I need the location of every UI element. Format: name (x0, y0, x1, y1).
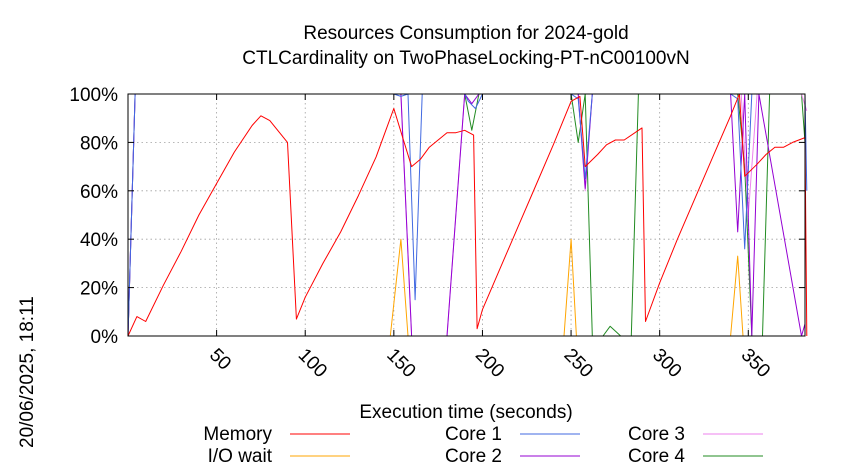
x-tick-label: 50 (205, 345, 235, 375)
y-axis-ticks: 0% 20% 40% 60% 80% 100% (69, 85, 805, 348)
legend-label-core-2: Core 2 (445, 446, 502, 467)
series-line-core-3 (127, 93, 808, 337)
plot-frame (127, 93, 806, 337)
legend-label-memory: Memory (203, 424, 272, 445)
x-tick-label: 300 (648, 345, 685, 382)
grid-lines (128, 94, 805, 336)
y-tick-label: 40% (80, 230, 118, 251)
y-tick-label: 60% (80, 182, 118, 203)
legend-label-core-3: Core 3 (628, 424, 685, 445)
x-axis-label: Execution time (seconds) (359, 402, 572, 423)
y-tick-label: 0% (91, 327, 119, 348)
x-tick-label: 350 (737, 345, 774, 382)
y-tick-label: 20% (80, 279, 118, 300)
x-axis-ticks: 50 100 150 200 250 300 350 (205, 94, 774, 382)
chart-title: Resources Consumption for 2024-gold (303, 23, 628, 44)
x-tick-label: 250 (560, 345, 597, 382)
series-line-core-2 (127, 93, 806, 337)
y-tick-label: 100% (69, 85, 118, 106)
series-line-i-o-wait (389, 238, 744, 337)
x-tick-label: 150 (382, 345, 419, 382)
y-tick-label: 80% (80, 133, 118, 154)
legend-label-i-o-wait: I/O wait (208, 446, 273, 467)
timestamp-label: 20/06/2025, 18:11 (17, 296, 38, 448)
series-line-core-4 (127, 93, 806, 337)
x-tick-label: 100 (294, 345, 331, 382)
series-line-memory (127, 93, 808, 337)
chart-subtitle: CTLCardinality on TwoPhaseLocking-PT-nC0… (242, 48, 689, 69)
legend-label-core-1: Core 1 (445, 424, 502, 445)
legend-label-core-4: Core 4 (628, 446, 685, 467)
x-tick-label: 200 (471, 345, 508, 382)
series-lines (127, 93, 808, 337)
series-line-core-1 (127, 93, 808, 337)
